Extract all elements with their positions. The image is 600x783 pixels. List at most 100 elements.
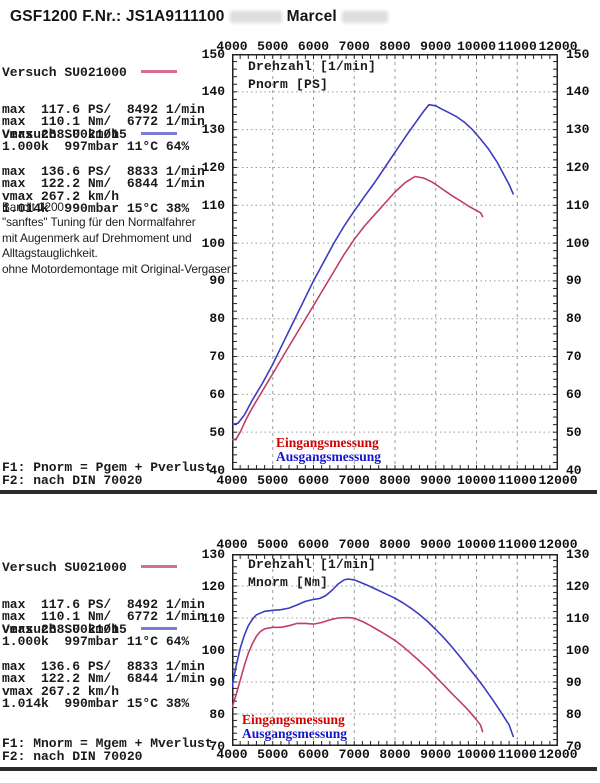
y-axis-left-label: 40: [209, 462, 225, 478]
legend-item-ausgangsmessung: Ausgangsmessung: [276, 448, 382, 464]
x-axis-bottom-label: 5000: [257, 747, 289, 762]
x-axis-bottom-label: 7000: [338, 473, 370, 488]
y-axis-left-label: 60: [209, 386, 225, 402]
y-axis-right-label: 140: [566, 84, 590, 100]
y-axis-right-label: 70: [566, 738, 582, 754]
x-axis-bottom-label: 4000: [216, 473, 248, 488]
y-axis-right-label: 40: [566, 462, 582, 478]
run-name: Versuch SU021000: [2, 64, 127, 80]
legend-item-eingangsmessung: Eingangsmessung: [242, 712, 345, 727]
y-axis-left-label: 120: [201, 578, 225, 594]
x-axis-bottom-label: 12000: [538, 747, 578, 762]
y-axis-left-label: 90: [209, 674, 225, 690]
y-axis-right-label: 120: [566, 578, 590, 594]
page-bottom-divider: [0, 767, 597, 771]
y-axis-right-label: 130: [566, 122, 590, 138]
x-axis-top-label: 8000: [379, 537, 411, 552]
run-color-swatch: [140, 626, 177, 630]
x-axis-bottom-label: 6000: [297, 747, 330, 762]
x-axis-top-label: 4000: [216, 39, 248, 54]
x-axis-top-label: 6000: [297, 39, 330, 54]
tuning-note: Bandit 1200: "sanftes" Tuning für den No…: [2, 200, 231, 276]
x-axis-bottom-label: 9000: [420, 747, 452, 762]
y-axis-left-label: 80: [209, 311, 225, 327]
y-axis-left-label: 80: [209, 706, 225, 722]
x-axis-bottom-label: 8000: [379, 473, 411, 488]
x-axis-top-label: 12000: [538, 39, 578, 54]
torque-chart-legend: Eingangsmessung Ausgangsmessung: [242, 713, 347, 740]
x-axis-bottom-label: 5000: [257, 473, 289, 488]
y-axis-right-label: 80: [566, 706, 582, 722]
y-axis-right-label: 110: [566, 610, 590, 626]
x-axis-top-label: 12000: [538, 537, 578, 552]
power-chart-legend: Eingangsmessung Ausgangsmessung: [276, 436, 381, 463]
y-axis-left-label: 50: [209, 424, 225, 440]
x-axis-bottom-label: 10000: [456, 747, 497, 762]
title-owner-name: Marcel: [286, 8, 337, 25]
run-color-swatch: [140, 131, 177, 135]
run-stats: max 117.6 PS/ 8492 1/min max 110.1 Nm/ 6…: [2, 102, 205, 155]
redacted-text: [229, 10, 282, 23]
y-axis-left-label: 130: [201, 546, 225, 562]
x-axis-top-label: 9000: [420, 537, 452, 552]
x-axis-bottom-label: 11000: [497, 473, 537, 488]
eingangsmessung-curve: [232, 616, 484, 733]
x-axis-top-label: 10000: [456, 537, 497, 552]
x-axis-bottom-label: 4000: [216, 747, 248, 762]
y-axis-left-label: 70: [209, 738, 225, 754]
x-axis-bottom-label: 7000: [338, 747, 370, 762]
y-axis-left-label: 150: [201, 46, 225, 62]
legend-item-ausgangsmessung: Ausgangsmessung: [242, 725, 348, 741]
run-info-su021015-power: Versuch SU021015 max 136.6 PS/ 8833 1/mi…: [2, 104, 205, 228]
y-axis-left-label: 100: [201, 642, 225, 658]
y-axis-right-label: 90: [566, 273, 582, 289]
y-axis-left-label: 110: [201, 610, 225, 626]
power-chart-plot: [232, 54, 558, 470]
run-name: Versuch SU021000: [2, 559, 127, 575]
run-color-swatch: [140, 69, 177, 73]
power-chart-footer: F1: Pnorm = Pgem + Pverlust F2: nach DIN…: [2, 460, 213, 488]
y-axis-left-label: 130: [201, 122, 225, 138]
redacted-text: [341, 10, 388, 23]
y-axis-right-label: 110: [566, 197, 590, 213]
torque-chart-plot: [232, 554, 558, 746]
power-chart-y-title: Pnorm [PS]: [248, 77, 329, 92]
x-axis-bottom-label: 9000: [420, 473, 452, 488]
x-axis-top-label: 7000: [338, 39, 370, 54]
power-chart-x-title: Drehzahl [1/min]: [248, 59, 377, 74]
x-axis-top-label: 7000: [338, 537, 370, 552]
ausgangsmessung-curve: [232, 103, 515, 426]
y-axis-right-label: 90: [566, 674, 582, 690]
y-axis-right-label: 70: [566, 349, 582, 365]
run-name: Versuch SU021015: [2, 126, 127, 142]
run-stats: max 136.6 PS/ 8833 1/min max 122.2 Nm/ 6…: [2, 164, 205, 217]
y-axis-left-label: 90: [209, 273, 225, 289]
legend-item-eingangsmessung: Eingangsmessung: [276, 435, 379, 450]
x-axis-top-label: 8000: [379, 39, 411, 54]
run-info-su021015-torque: Versuch SU021015 max 136.6 PS/ 8833 1/mi…: [2, 599, 205, 723]
x-axis-bottom-label: 6000: [297, 473, 330, 488]
x-axis-top-label: 10000: [456, 39, 497, 54]
x-axis-top-label: 5000: [257, 537, 289, 552]
y-axis-left-label: 120: [201, 159, 225, 175]
plot-frame: [232, 54, 558, 470]
run-color-swatch: [140, 564, 177, 568]
run-stats: max 136.6 PS/ 8833 1/min max 122.2 Nm/ 6…: [2, 659, 205, 712]
torque-chart-footer: F1: Mnorm = Mgem + Mverlust F2: nach DIN…: [2, 736, 213, 764]
x-axis-bottom-label: 11000: [497, 747, 537, 762]
x-axis-top-label: 4000: [216, 537, 248, 552]
x-axis-bottom-label: 12000: [538, 473, 578, 488]
y-axis-left-label: 100: [201, 235, 225, 251]
section-divider: [0, 490, 597, 494]
y-axis-right-label: 60: [566, 386, 582, 402]
report-title: GSF1200 F.Nr.: JS1A9111100 Marcel: [10, 8, 393, 26]
y-axis-right-label: 150: [566, 46, 590, 62]
x-axis-top-label: 11000: [497, 537, 537, 552]
y-axis-right-label: 100: [566, 642, 590, 658]
y-axis-right-label: 130: [566, 546, 590, 562]
y-axis-left-label: 110: [201, 197, 225, 213]
ausgangsmessung-curve: [232, 578, 515, 738]
x-axis-bottom-label: 10000: [456, 473, 497, 488]
x-axis-top-label: 9000: [420, 39, 452, 54]
run-title: Versuch SU021015: [2, 623, 205, 636]
